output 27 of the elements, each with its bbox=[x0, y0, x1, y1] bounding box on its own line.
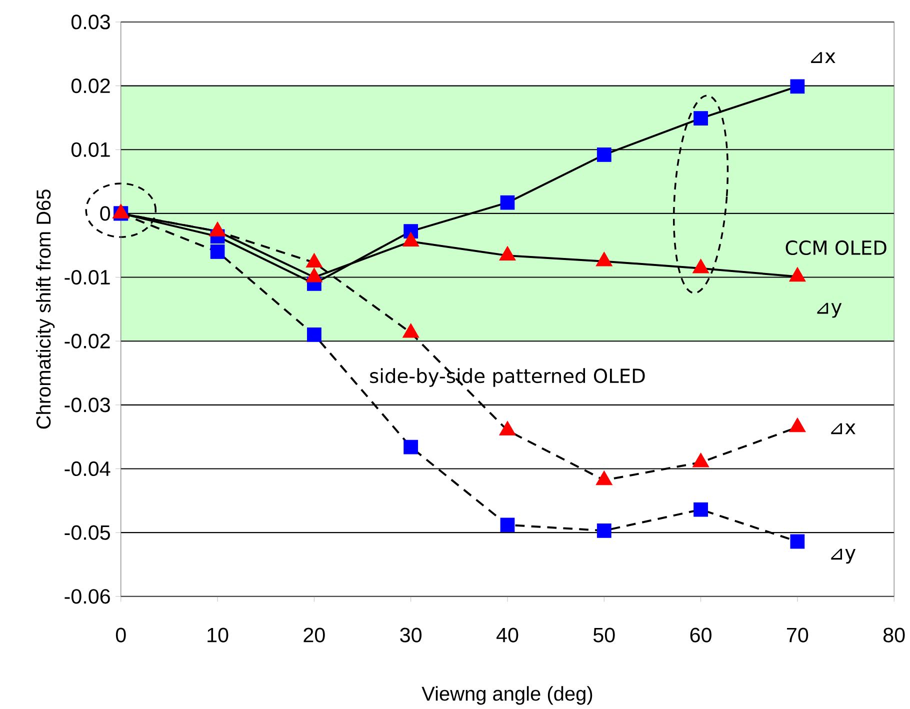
y-tick-label: 0.02 bbox=[71, 78, 110, 94]
y-tick-label: -0.06 bbox=[64, 588, 110, 604]
annotation: CCM OLED bbox=[786, 240, 886, 255]
y-tick-label: 0.03 bbox=[71, 14, 110, 30]
y-tick-label: -0.04 bbox=[64, 461, 110, 476]
x-tick-label: 80 bbox=[884, 628, 905, 642]
x-tick-label: 10 bbox=[208, 628, 228, 642]
x-axis-title: Viewng angle (deg) bbox=[422, 686, 592, 705]
y-tick-label: -0.02 bbox=[64, 334, 110, 348]
annotation: ⊿x bbox=[831, 423, 856, 434]
annotation: ⊿y bbox=[831, 548, 856, 564]
y-tick-label: -0.03 bbox=[64, 398, 110, 412]
x-tick-label: 60 bbox=[690, 628, 712, 642]
y-tick-label: -0.05 bbox=[64, 525, 110, 540]
annotation: ⊿y bbox=[817, 302, 842, 318]
y-tick-label: 0.01 bbox=[71, 142, 110, 157]
y-tick-label: 0 bbox=[100, 206, 110, 221]
x-tick-label: 70 bbox=[787, 628, 808, 642]
annotation: ⊿x bbox=[811, 52, 836, 63]
x-tick-label: 40 bbox=[496, 628, 518, 642]
x-tick-label: 30 bbox=[400, 628, 422, 642]
y-axis-title: Chromaticity shift from D65 bbox=[36, 189, 55, 429]
y-tick-label: -0.01 bbox=[64, 270, 110, 284]
x-tick-label: 50 bbox=[593, 628, 615, 642]
x-tick-label: 20 bbox=[304, 628, 325, 642]
x-tick-label: 0 bbox=[116, 628, 126, 642]
annotation: side-by-side patterned OLED bbox=[370, 368, 645, 387]
